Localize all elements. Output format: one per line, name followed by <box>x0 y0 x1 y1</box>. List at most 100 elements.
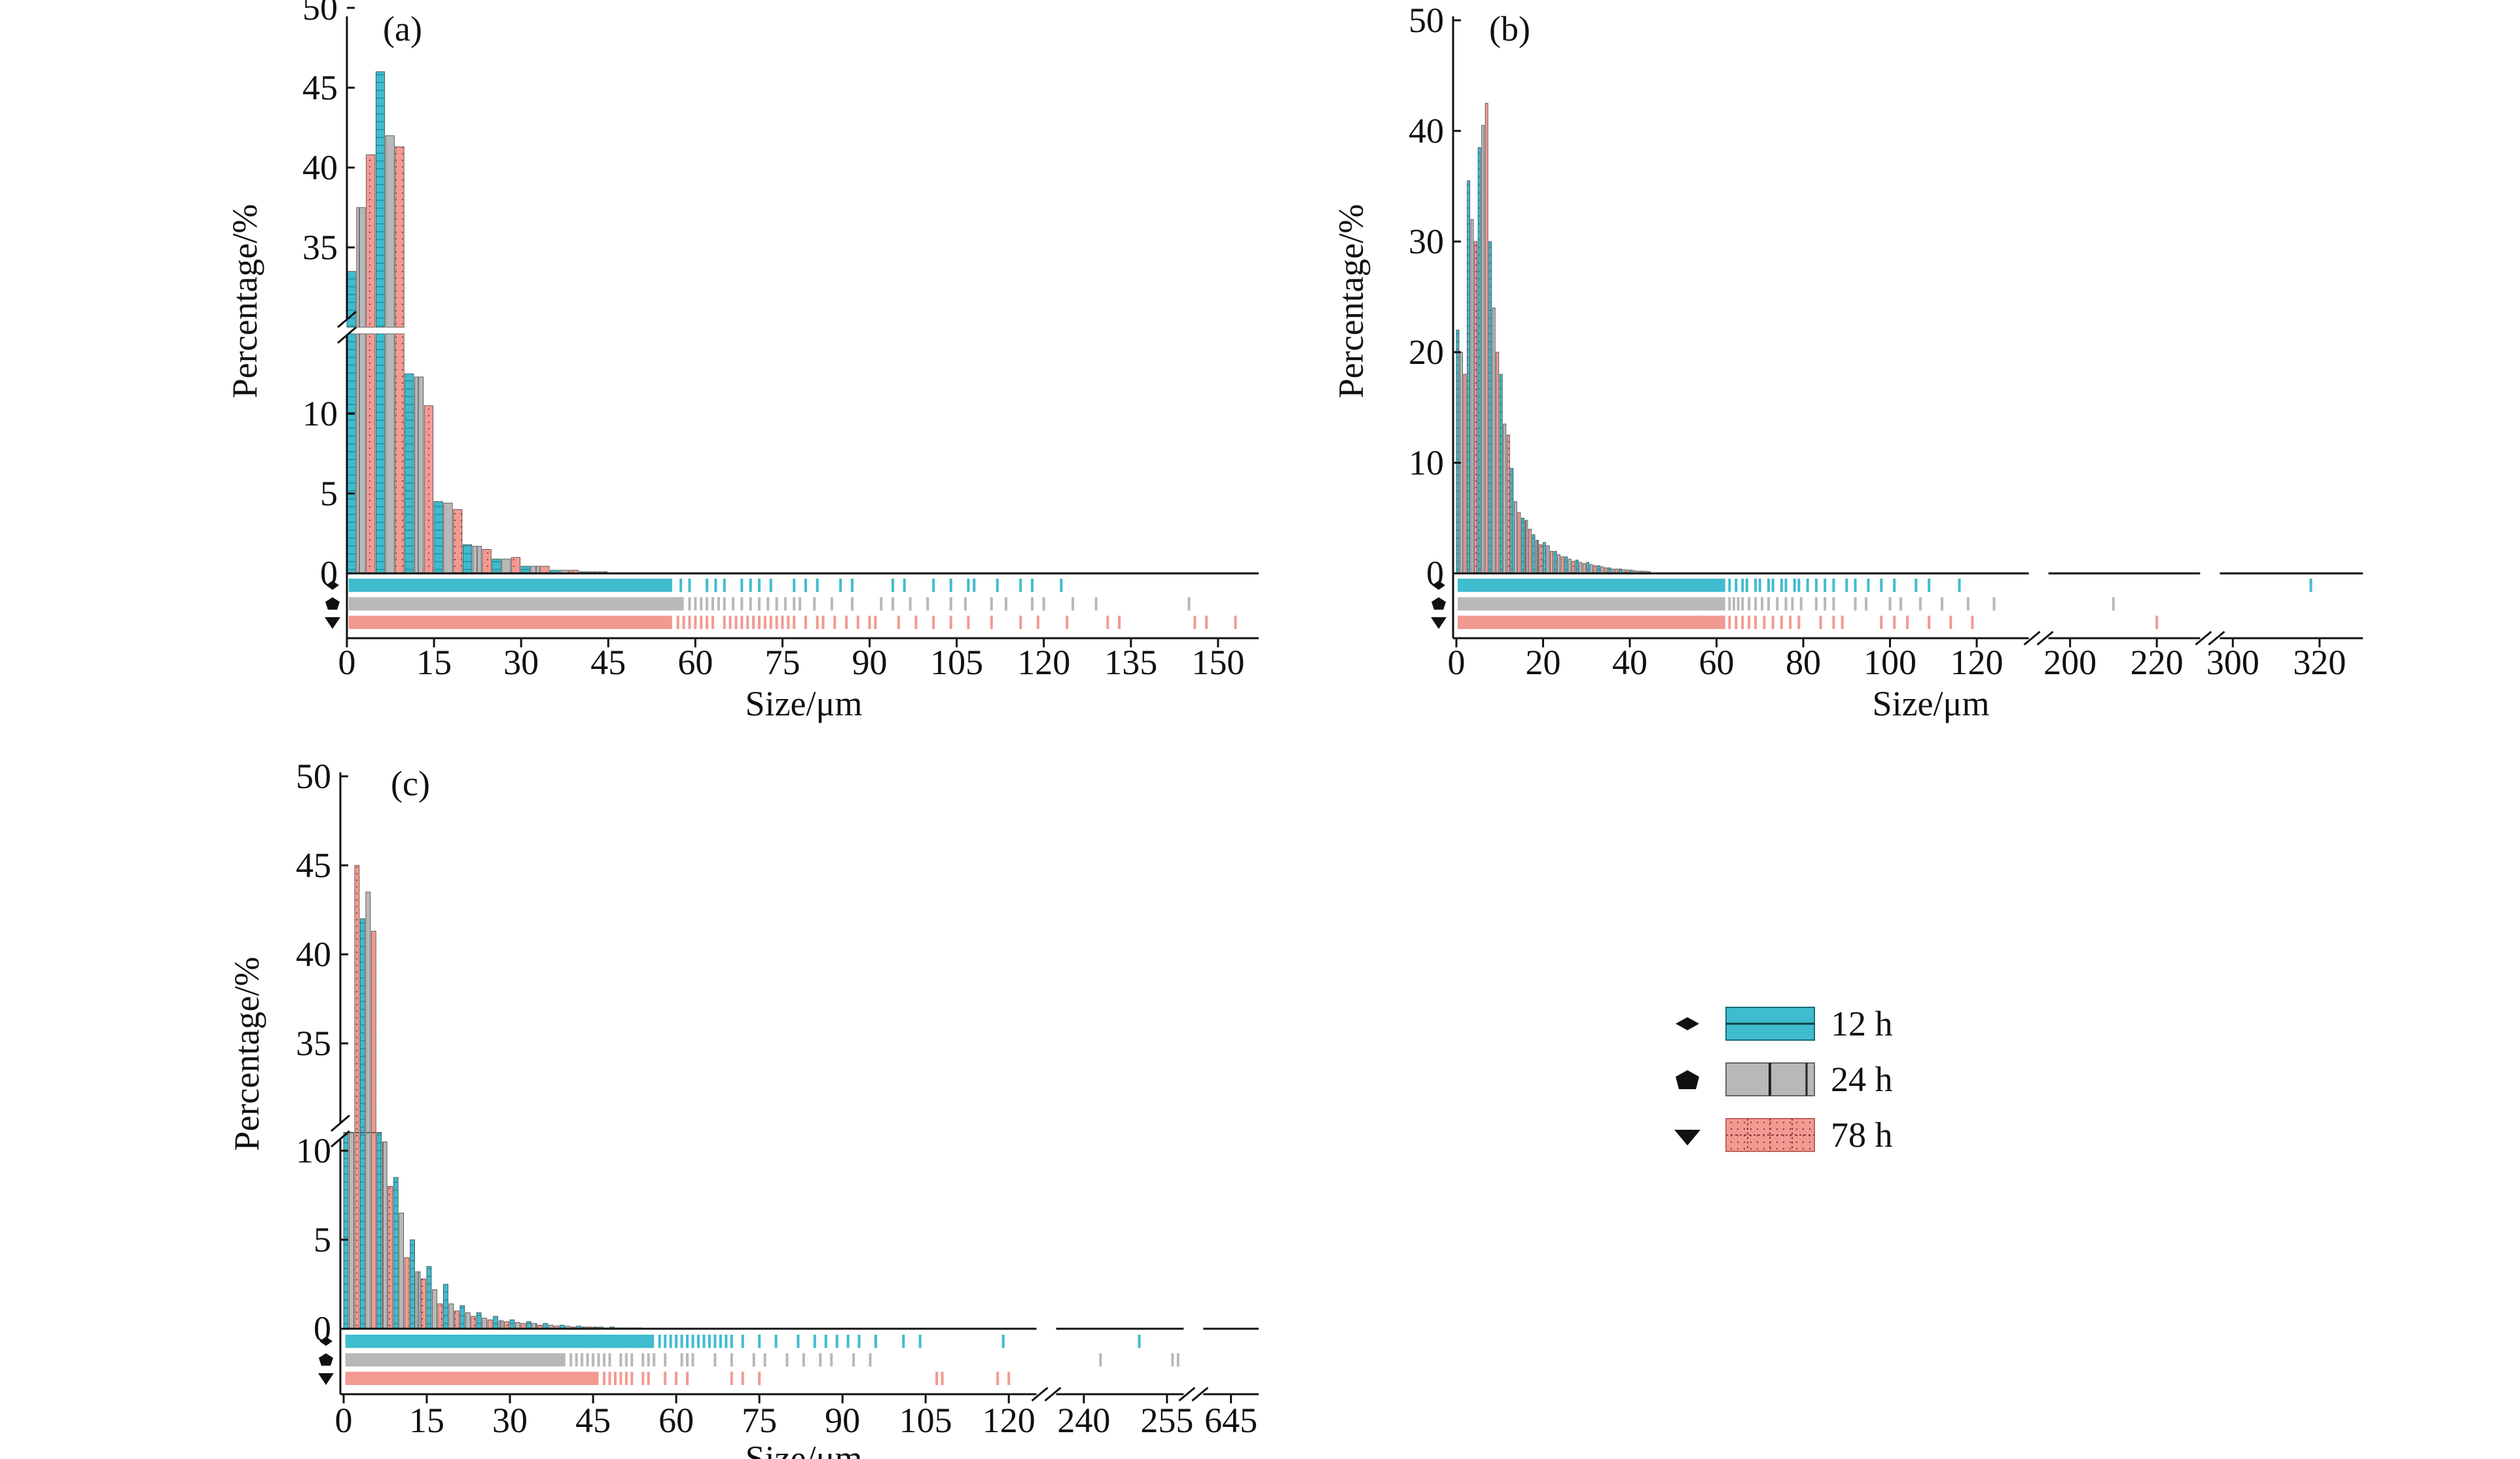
panel-c-rug-band-24h <box>345 1353 566 1367</box>
panel-b-y-tick-label-40: 40 <box>1409 111 1444 151</box>
panel-c-x-tick-label-105: 105 <box>899 1401 952 1440</box>
panel-b-bar-pattern-12h-17.5 <box>1532 534 1535 573</box>
panel-a-y-tick-label-35: 35 <box>302 228 338 267</box>
panel-c-y-tick-label-45: 45 <box>296 846 331 885</box>
panel-c-x-tick-label-30: 30 <box>492 1401 528 1440</box>
panel-a-bar-pattern-78h-5-upper <box>395 147 405 327</box>
panel-a-bar-pattern-12h-30 <box>521 566 530 573</box>
panel-b-y-tick-label-20: 20 <box>1409 333 1444 372</box>
panel-a-bar-pattern-24h-20 <box>473 546 482 573</box>
panel-a-x-tick-label-30: 30 <box>503 643 539 682</box>
panel-b-bar-pattern-78h-35 <box>1615 569 1618 573</box>
panel-a-y-tick-label-40: 40 <box>302 148 338 187</box>
panel-c-x-break-mark-1b <box>1191 1386 1209 1402</box>
legend-item-24h: 24 h <box>1676 1060 1893 1099</box>
panel-c-bar-pattern-24h-39 <box>565 1325 570 1329</box>
panel-a-bar-pattern-12h-15 <box>434 501 443 573</box>
panel-a-bar-pattern-78h-0-upper <box>366 154 375 328</box>
panel-c-bar-pattern-78h-15 <box>437 1303 442 1329</box>
panel-a-xlabel: Size/μm <box>746 684 863 723</box>
panel-c-bar-pattern-24h-3-lower <box>365 1132 370 1329</box>
panel-a-bar-pattern-24h-35 <box>560 570 569 573</box>
panel-b-bar-pattern-78h-10 <box>1507 435 1510 573</box>
panel-a-rug <box>325 579 1237 629</box>
panel-b-x-tick-label-40: 40 <box>1612 643 1647 682</box>
panel-b-bar-pattern-12h-37.5 <box>1619 569 1622 573</box>
panel-c-bar-pattern-78h-9 <box>405 1257 410 1329</box>
panel-c-bar-pattern-24h-36 <box>549 1325 554 1329</box>
panel-b-rug-band-78h <box>1457 615 1725 629</box>
panel-a-bar-pattern-12h-5-lower <box>376 334 385 573</box>
panel-c-bar-pattern-12h-15 <box>427 1266 431 1329</box>
panel-c-bar-pattern-78h-24 <box>488 1320 493 1329</box>
panel-c-axes: 0 5 10 35 40 45 50 0 15 30 45 60 75 90 105 120 240 255 645 <box>296 757 1259 1440</box>
panel-a-bar-pattern-24h-0-upper <box>356 207 366 327</box>
panel-b-bar-pattern-12h-27.5 <box>1575 560 1579 573</box>
panel-c-x-tick-label-45: 45 <box>575 1401 611 1440</box>
legend-marker-triangle-down-icon <box>1674 1130 1701 1145</box>
panel-a-y-tick-label-5: 5 <box>320 474 338 513</box>
panel-c-y-break-mark-1 <box>331 1114 350 1132</box>
legend: 12 h 24 h 78 h <box>1674 1004 1893 1155</box>
panel-c-bar-pattern-12h-6-upper <box>376 1132 382 1133</box>
panel-a-x-tick-label-105: 105 <box>930 643 983 682</box>
panel-c-bar-pattern-12h-24 <box>477 1312 482 1329</box>
panel-c-rug-marker-pentagon-icon <box>319 1353 333 1366</box>
panel-a-y-tick-label-10: 10 <box>302 394 338 433</box>
panel-a-x-tick-label-75: 75 <box>765 643 800 682</box>
panel-b-bar-pattern-12h-5 <box>1478 147 1481 574</box>
panel-c-bar-pattern-12h-6-lower <box>376 1132 382 1329</box>
panel-b-bar-pattern-78h-17.5 <box>1539 545 1542 573</box>
panel-c-bar-pattern-24h-15 <box>432 1289 437 1329</box>
panel-b-bar-pattern-12h-0 <box>1456 330 1460 573</box>
panel-c-bar-pattern-78h-21 <box>471 1316 476 1329</box>
panel-b-bar-pattern-78h-15 <box>1528 529 1532 573</box>
panel-a-bar-pattern-78h-35 <box>569 570 579 573</box>
panel-c-ylabel: Percentage/% <box>227 957 266 1151</box>
panel-b-bar-pattern-24h-42.5 <box>1644 571 1647 573</box>
panel-c-bar-pattern-78h-12 <box>421 1278 426 1329</box>
panel-b-y-tick-label-50: 50 <box>1409 1 1444 40</box>
panel-b-bar-pattern-12h-10 <box>1500 374 1503 573</box>
panel-c-x-tick-label-90: 90 <box>825 1401 860 1440</box>
panel-a-x-tick-label-60: 60 <box>677 643 713 682</box>
panel-b-bar-pattern-24h-7.5 <box>1492 308 1496 573</box>
panel-a-bar-pattern-78h-25 <box>511 557 520 573</box>
panel-b-rug-marker-triangle-down-icon <box>1431 617 1447 629</box>
panel-b-y-tick-label-0: 0 <box>1426 554 1444 593</box>
panel-b-chart: 0 10 20 30 40 50 0 20 40 60 80 100 120 200 220 300 320 (… <box>1331 1 2363 723</box>
panel-a-rug-band-24h <box>348 597 684 611</box>
panel-b-rug-marker-pentagon-icon <box>1431 597 1446 610</box>
panel-a-bar-pattern-78h-10 <box>424 405 433 573</box>
panel-a-x-tick-label-90: 90 <box>852 643 888 682</box>
panel-b-bar-pattern-78h-12.5 <box>1517 513 1521 573</box>
panel-c-bar-pattern-78h-27 <box>504 1322 509 1329</box>
panel-b-x-tick-label-300: 300 <box>2206 643 2259 682</box>
panel-c-x-tick-label-240: 240 <box>1057 1401 1110 1440</box>
panel-b-bar-pattern-24h-0 <box>1460 352 1463 573</box>
panel-b-bar-pattern-78h-22.5 <box>1561 556 1564 573</box>
panel-a-bar-pattern-24h-5-lower <box>386 334 395 573</box>
panel-c-x-tick-label-120: 120 <box>982 1401 1035 1440</box>
panel-a-y-tick-label-45: 45 <box>302 68 338 107</box>
panel-c-rug-marker-triangle-down-icon <box>318 1373 334 1385</box>
panel-a-y-tick-label-50: 50 <box>302 0 338 27</box>
panel-c-bar-pattern-24h-6 <box>382 1142 387 1329</box>
legend-label-24h: 24 h <box>1831 1060 1893 1099</box>
panel-a-rug-marker-pentagon-icon <box>325 597 340 610</box>
legend-marker-diamond-icon <box>1676 1017 1699 1030</box>
panel-b-bar-pattern-12h-20 <box>1543 542 1546 573</box>
panel-c-x-break-mark-0b <box>1044 1386 1062 1402</box>
panel-b-bar-pattern-78h-20 <box>1550 551 1553 573</box>
panel-c-bar-pattern-78h-36 <box>554 1325 559 1329</box>
panel-c-x-tick-label-255: 255 <box>1140 1401 1193 1440</box>
panel-b-bar-pattern-24h-22.5 <box>1557 554 1560 573</box>
panel-b-x-tick-label-120: 120 <box>1951 643 2004 682</box>
panel-b-x-break-mark-0a <box>2023 630 2041 646</box>
panel-c-bar-pattern-12h-12 <box>410 1240 415 1329</box>
panel-b-bar-pattern-12h-15 <box>1521 518 1524 573</box>
panel-b-x-tick-label-100: 100 <box>1863 643 1917 682</box>
panel-b-x-tick-label-320: 320 <box>2293 643 2346 682</box>
panel-b-bar-pattern-24h-27.5 <box>1579 562 1582 573</box>
